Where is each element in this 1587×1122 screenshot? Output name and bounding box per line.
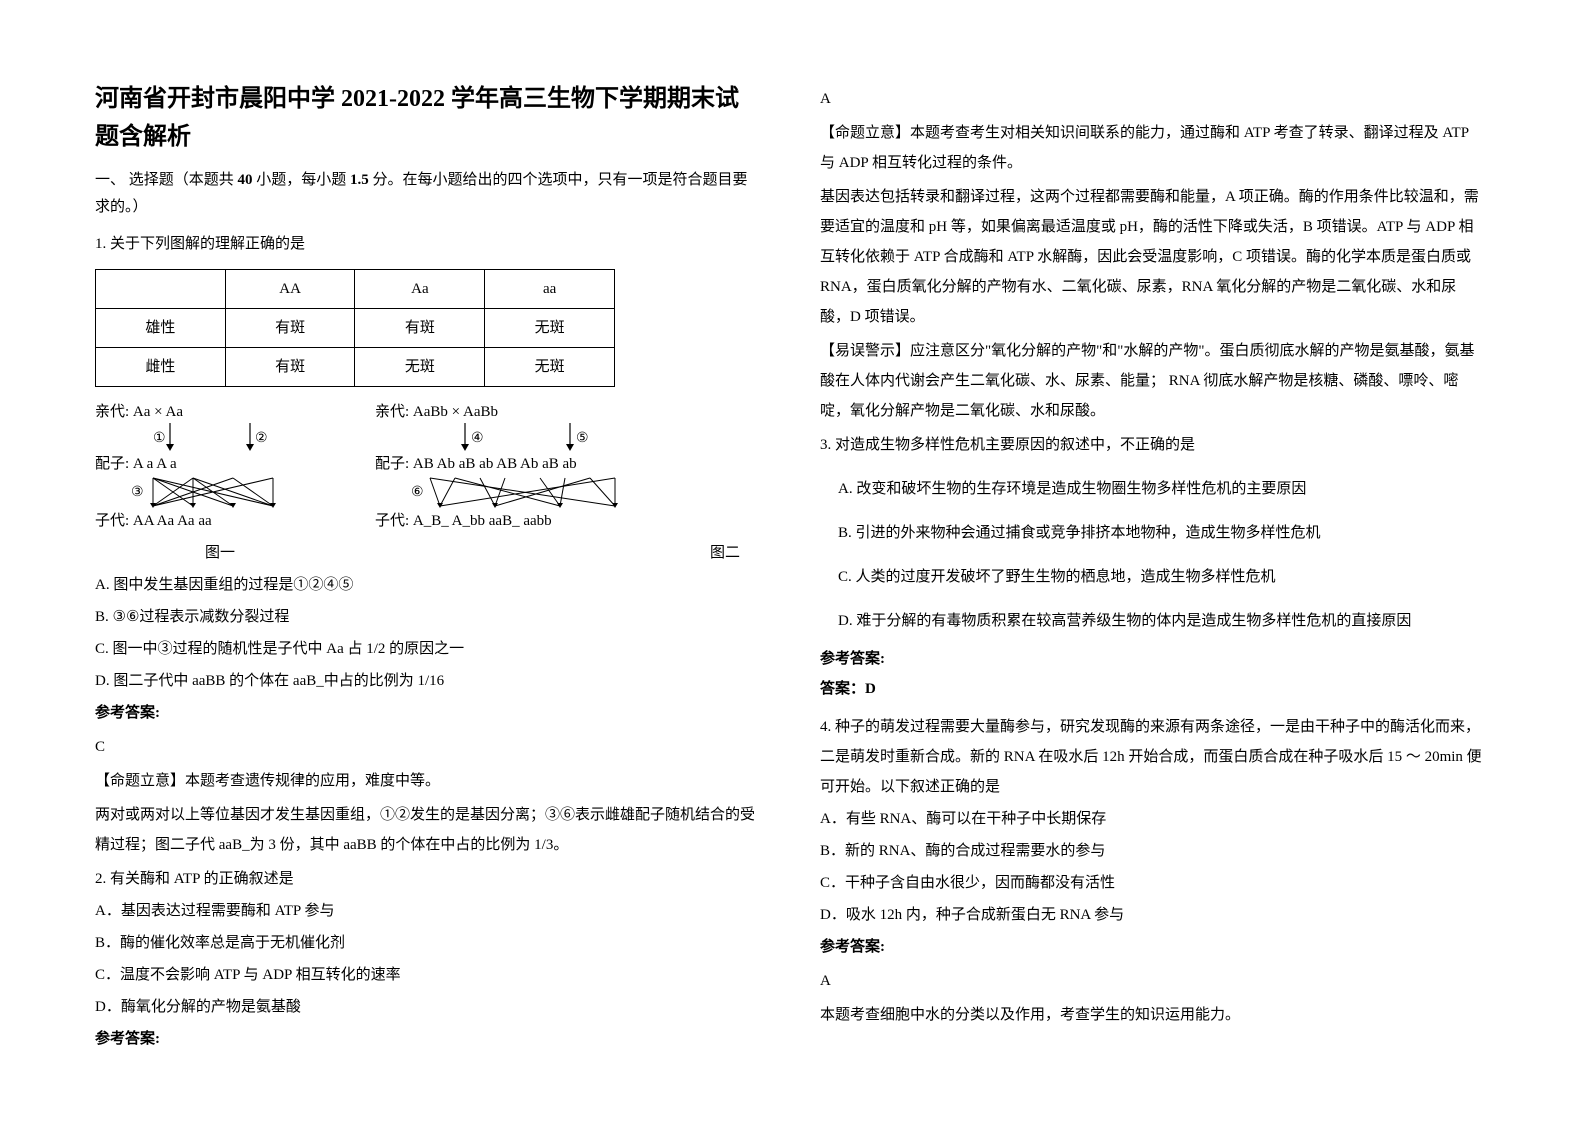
q4-reason: 本题考查细胞中水的分类以及作用，考查学生的知识运用能力。 [820, 1000, 1485, 1030]
q1-answer: C [95, 732, 760, 762]
cell: 无斑 [485, 308, 615, 347]
cell: Aa [355, 269, 485, 308]
q4-opt-a: A．有些 RNA、酶可以在干种子中长期保存 [820, 804, 1485, 834]
cell: 雌性 [96, 347, 226, 386]
diagram-2: 亲代: AaBb × AaBb ④ ⑤ 配子: AB Ab aB ab AB A… [375, 401, 675, 533]
cell: 有斑 [355, 308, 485, 347]
q4-answer: A [820, 966, 1485, 996]
q1-reason2: 两对或两对以上等位基因才发生基因重组，①②发生的是基因分离；③⑥表示雌雄配子随机… [95, 800, 760, 860]
genetics-diagrams: 亲代: Aa × Aa ① ② 配子: A a A a [95, 401, 760, 533]
q1-reason1: 【命题立意】本题考查遗传规律的应用，难度中等。 [95, 766, 760, 796]
circ-3-icon: ③ [131, 485, 144, 500]
cell: 无斑 [355, 347, 485, 386]
cell: AA [225, 269, 355, 308]
fig2-caption: 图二 [710, 538, 740, 568]
q3-answer-line: 答案：D [820, 674, 1485, 704]
d1-line1: 亲代: Aa × Aa [95, 401, 345, 424]
q4-opt-c: C．干种子含自由水很少，因而酶都没有活性 [820, 868, 1485, 898]
cell [96, 269, 226, 308]
diagram-1: 亲代: Aa × Aa ① ② 配子: A a A a [95, 401, 345, 533]
q2-reason1: 【命题立意】本题考查考生对相关知识间联系的能力，通过酶和 ATP 考查了转录、翻… [820, 118, 1485, 178]
q3-ref-label: 参考答案: [820, 644, 1485, 674]
fig1-caption: 图一 [205, 538, 235, 568]
document-title: 河南省开封市晨阳中学 2021-2022 学年高三生物下学期期末试题含解析 [95, 80, 760, 157]
cell: 有斑 [225, 347, 355, 386]
table-row: 雌性 有斑 无斑 无斑 [96, 347, 615, 386]
d1-line3: 子代: AA Aa Aa aa [95, 510, 345, 533]
cell: 有斑 [225, 308, 355, 347]
q2-opt-c: C．温度不会影响 ATP 与 ADP 相互转化的速率 [95, 960, 760, 990]
circ-2-icon: ② [255, 431, 268, 446]
d2-cross: ⑥ [375, 476, 675, 510]
q2-warn: 【易误警示】应注意区分"氧化分解的产物"和"水解的产物"。蛋白质彻底水解的产物是… [820, 336, 1485, 426]
q4-opt-d: D．吸水 12h 内，种子合成新蛋白无 RNA 参与 [820, 900, 1485, 930]
ans-label: 答案： [820, 681, 865, 697]
q2-reason2: 基因表达包括转录和翻译过程，这两个过程都需要酶和能量，A 项正确。酶的作用条件比… [820, 182, 1485, 332]
q1-table: AA Aa aa 雄性 有斑 有斑 无斑 雌性 有斑 无斑 无斑 [95, 269, 615, 387]
q4-opt-b: B．新的 RNA、酶的合成过程需要水的参与 [820, 836, 1485, 866]
figure-captions: 图一 图二 [95, 538, 760, 568]
q2-opt-d: D．酶氧化分解的产物是氨基酸 [95, 992, 760, 1022]
q2-opt-b: B．酶的催化效率总是高于无机催化剂 [95, 928, 760, 958]
circ-6-icon: ⑥ [411, 485, 424, 500]
q4-ref-label: 参考答案: [820, 932, 1485, 962]
table-row: 雄性 有斑 有斑 无斑 [96, 308, 615, 347]
left-column: 河南省开封市晨阳中学 2021-2022 学年高三生物下学期期末试题含解析 一、… [95, 80, 760, 1082]
d2-line3: 子代: A_B_ A_bb aaB_ aabb [375, 510, 675, 533]
sec1-b: 40 [238, 172, 253, 188]
q2-answer: A [820, 84, 1485, 114]
q3-stem: 3. 对造成生物多样性危机主要原因的叙述中，不正确的是 [820, 430, 1485, 460]
q1-opt-c: C. 图一中③过程的随机性是子代中 Aa 占 1/2 的原因之一 [95, 634, 760, 664]
d2-arrows-1: ④ ⑤ [375, 423, 675, 453]
right-column: A 【命题立意】本题考查考生对相关知识间联系的能力，通过酶和 ATP 考查了转录… [820, 80, 1485, 1082]
q2-opt-a: A．基因表达过程需要酶和 ATP 参与 [95, 896, 760, 926]
q3-opt-d: D. 难于分解的有毒物质积累在较高营养级生物的体内是造成生物多样性危机的直接原因 [838, 606, 1485, 636]
cell: 雄性 [96, 308, 226, 347]
cell: 无斑 [485, 347, 615, 386]
circ-1-icon: ① [153, 431, 166, 446]
d1-cross: ③ [95, 476, 345, 510]
sec1-c: 小题，每小题 [253, 172, 351, 188]
q1-opt-d: D. 图二子代中 aaBB 的个体在 aaB_中占的比例为 1/16 [95, 666, 760, 696]
section-1-heading: 一、 选择题（本题共 40 小题，每小题 1.5 分。在每小题给出的四个选项中，… [95, 167, 760, 221]
circ-5-icon: ⑤ [576, 431, 589, 446]
q1-stem: 1. 关于下列图解的理解正确的是 [95, 229, 760, 259]
q1-opt-a: A. 图中发生基因重组的过程是①②④⑤ [95, 570, 760, 600]
d1-arrows-1: ① ② [95, 423, 345, 453]
q3-answer: D [865, 681, 876, 697]
table-row: AA Aa aa [96, 269, 615, 308]
q3-opt-a: A. 改变和破坏生物的生存环境是造成生物圈生物多样性危机的主要原因 [838, 474, 1485, 504]
q1-ref-label: 参考答案: [95, 698, 760, 728]
d2-line2: 配子: AB Ab aB ab AB Ab aB ab [375, 453, 675, 476]
q2-ref-label: 参考答案: [95, 1024, 760, 1054]
q2-stem: 2. 有关酶和 ATP 的正确叙述是 [95, 864, 760, 894]
sec1-a: 一、 选择题（本题共 [95, 172, 238, 188]
q3-opt-c: C. 人类的过度开发破坏了野生生物的栖息地，造成生物多样性危机 [838, 562, 1485, 592]
cell: aa [485, 269, 615, 308]
q4-stem: 4. 种子的萌发过程需要大量酶参与，研究发现酶的来源有两条途径，一是由干种子中的… [820, 712, 1485, 802]
circ-4-icon: ④ [471, 431, 484, 446]
d1-line2: 配子: A a A a [95, 453, 345, 476]
q1-opt-b: B. ③⑥过程表示减数分裂过程 [95, 602, 760, 632]
d2-line1: 亲代: AaBb × AaBb [375, 401, 675, 424]
sec1-d: 1.5 [350, 172, 369, 188]
q3-opt-b: B. 引进的外来物种会通过捕食或竞争排挤本地物种，造成生物多样性危机 [838, 518, 1485, 548]
